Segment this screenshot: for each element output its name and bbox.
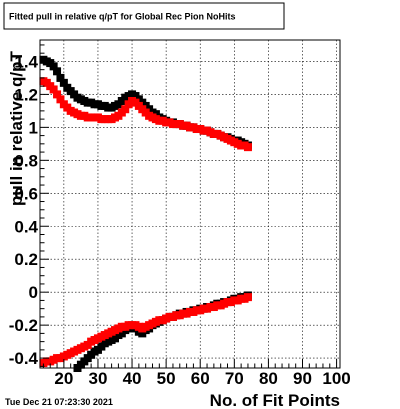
data-point xyxy=(243,143,252,152)
series-4 xyxy=(39,293,252,368)
grid-lines xyxy=(40,40,340,368)
y-tick-label: 0.8 xyxy=(14,151,38,170)
data-point xyxy=(49,62,58,71)
data-point xyxy=(49,85,58,94)
timestamp: Tue Dec 21 07:23:30 2021 xyxy=(5,397,113,407)
x-tick-label: 40 xyxy=(123,369,142,388)
data-point xyxy=(243,293,252,302)
title-frame xyxy=(3,2,285,30)
y-tick-label: -0.2 xyxy=(9,316,38,335)
data-point xyxy=(53,67,62,76)
x-tick-label: 70 xyxy=(225,369,244,388)
x-tick-label: 80 xyxy=(259,369,278,388)
x-tick-label: 60 xyxy=(191,369,210,388)
y-tick-label: 0 xyxy=(29,283,38,302)
series-2 xyxy=(39,77,252,152)
y-tick-label: 1 xyxy=(29,118,38,137)
data-point xyxy=(56,95,65,104)
x-tick-label: 50 xyxy=(157,369,176,388)
chart-title: Fitted pull in relative q/pT for Global … xyxy=(9,12,236,22)
x-axis-title: No. of Fit Points xyxy=(210,391,340,409)
plot-area xyxy=(40,40,340,368)
y-tick-label: 0.6 xyxy=(14,184,38,203)
y-tick-label: 1.2 xyxy=(14,85,38,104)
y-axis-title: pull in relative q/pT xyxy=(7,50,26,206)
x-tick-label: 30 xyxy=(88,369,107,388)
x-tick-label: 20 xyxy=(54,369,73,388)
data-point xyxy=(53,90,62,99)
title-box: Fitted pull in relative q/pT for Global … xyxy=(3,2,285,30)
data-marks xyxy=(39,55,252,372)
x-tick-label: 100 xyxy=(322,369,350,388)
plot-frame xyxy=(39,39,341,369)
y-tick-label: 0.4 xyxy=(14,217,38,236)
axes: 20 30 40 50 60 70 80 90 100 -0.4 -0.2 0 0.2 0.4 0.6 0.8… xyxy=(9,39,351,388)
data-point xyxy=(56,73,65,82)
y-tick-label: -0.4 xyxy=(9,349,39,368)
y-tick-label: 1.4 xyxy=(14,52,38,71)
data-point xyxy=(59,78,68,87)
data-point xyxy=(121,105,130,114)
y-tick-label: 0.2 xyxy=(14,250,38,269)
x-tick-label: 90 xyxy=(293,369,312,388)
